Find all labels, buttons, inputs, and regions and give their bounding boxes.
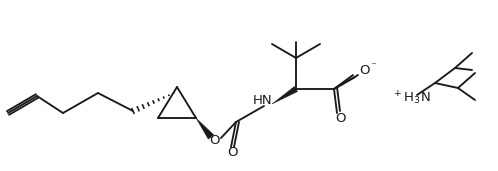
Polygon shape [272, 87, 298, 104]
Polygon shape [196, 118, 214, 139]
Text: O: O [209, 135, 219, 148]
Text: $^+$H$_3$N: $^+$H$_3$N [392, 89, 431, 107]
Text: O: O [359, 64, 369, 77]
Text: O: O [335, 113, 345, 126]
Text: O: O [227, 147, 237, 160]
Text: HN: HN [253, 95, 273, 108]
Text: ⁻: ⁻ [370, 61, 376, 71]
